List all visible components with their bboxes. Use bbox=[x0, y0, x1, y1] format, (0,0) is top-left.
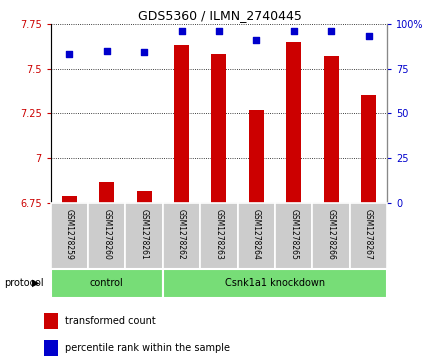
Bar bbox=[361, 95, 376, 203]
Bar bbox=[44, 313, 58, 329]
Bar bbox=[312, 203, 350, 269]
Bar bbox=[163, 203, 200, 269]
Text: GSM1278259: GSM1278259 bbox=[65, 208, 74, 260]
Bar bbox=[44, 340, 58, 356]
Text: control: control bbox=[90, 278, 124, 288]
Bar bbox=[62, 196, 77, 203]
Point bbox=[290, 28, 297, 34]
Text: ▶: ▶ bbox=[32, 278, 40, 288]
Text: GSM1278264: GSM1278264 bbox=[252, 208, 261, 260]
Bar bbox=[99, 182, 114, 203]
Point bbox=[365, 33, 372, 39]
Text: GSM1278267: GSM1278267 bbox=[364, 208, 373, 260]
Text: transformed count: transformed count bbox=[65, 316, 156, 326]
Text: GSM1278265: GSM1278265 bbox=[289, 208, 298, 260]
Point bbox=[327, 28, 335, 34]
Text: GSM1278260: GSM1278260 bbox=[102, 208, 111, 260]
Bar bbox=[286, 41, 301, 203]
Point bbox=[103, 48, 110, 53]
Bar bbox=[238, 203, 275, 269]
Point bbox=[66, 51, 73, 57]
Bar bbox=[200, 203, 238, 269]
Text: GSM1278261: GSM1278261 bbox=[139, 208, 149, 259]
Bar bbox=[323, 56, 339, 203]
Point bbox=[216, 28, 223, 34]
Bar bbox=[249, 110, 264, 203]
Bar bbox=[136, 191, 151, 203]
Text: GDS5360 / ILMN_2740445: GDS5360 / ILMN_2740445 bbox=[138, 9, 302, 22]
Text: protocol: protocol bbox=[4, 278, 44, 288]
Bar bbox=[51, 269, 163, 298]
Point bbox=[178, 28, 185, 34]
Text: Csnk1a1 knockdown: Csnk1a1 knockdown bbox=[225, 278, 325, 288]
Bar bbox=[174, 45, 189, 203]
Bar bbox=[51, 203, 88, 269]
Bar bbox=[125, 203, 163, 269]
Bar bbox=[275, 203, 312, 269]
Bar bbox=[211, 54, 226, 203]
Text: GSM1278263: GSM1278263 bbox=[214, 208, 224, 260]
Text: GSM1278262: GSM1278262 bbox=[177, 208, 186, 259]
Text: percentile rank within the sample: percentile rank within the sample bbox=[65, 343, 230, 353]
Bar bbox=[88, 203, 125, 269]
Bar bbox=[163, 269, 387, 298]
Text: GSM1278266: GSM1278266 bbox=[326, 208, 336, 260]
Point bbox=[253, 37, 260, 43]
Point bbox=[141, 49, 148, 55]
Bar bbox=[350, 203, 387, 269]
